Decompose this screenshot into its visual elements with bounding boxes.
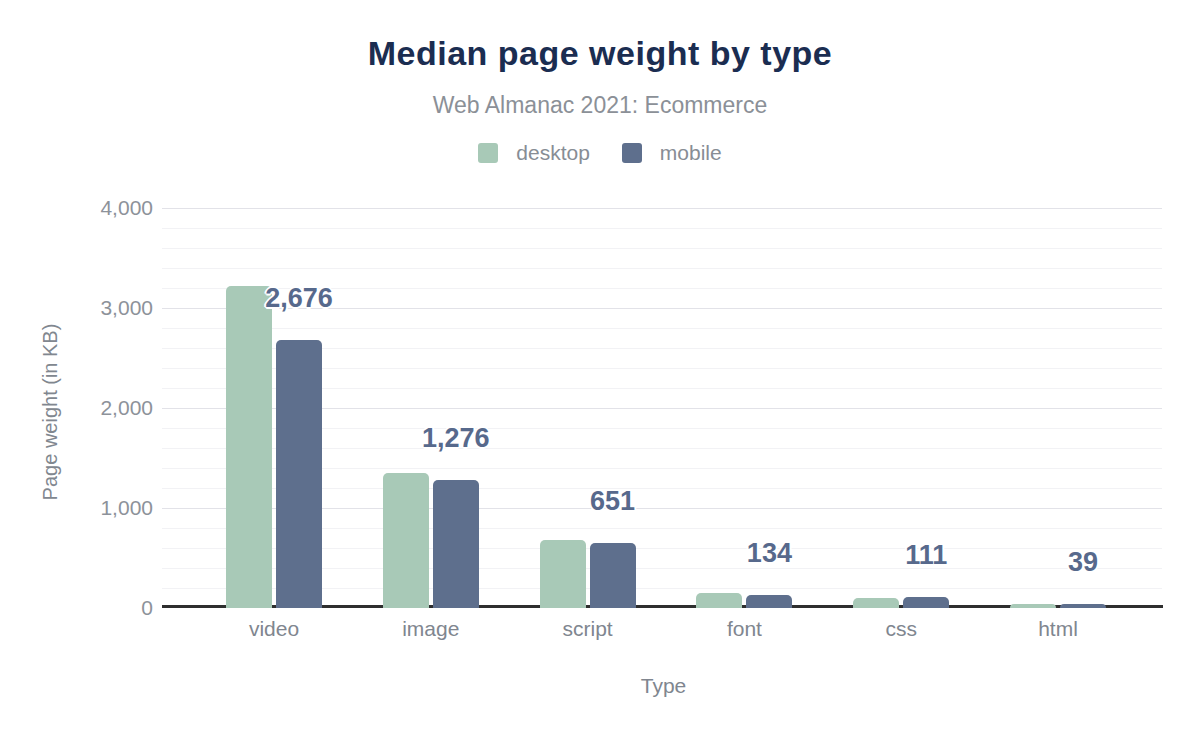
- bar-mobile-image: [433, 480, 479, 608]
- bar-desktop-html: [1010, 604, 1056, 609]
- data-label-image: 1,276: [396, 425, 516, 452]
- bar-desktop-video: [226, 286, 272, 608]
- bar-mobile-font: [746, 595, 792, 608]
- plot-area: 0 1,000 2,000 3,000 4,000 2,676 video 1,276 imag…: [0, 0, 1200, 742]
- bar-mobile-css: [903, 597, 949, 608]
- data-label-script: 651: [553, 488, 673, 515]
- x-tick-label-video: video: [196, 617, 352, 641]
- major-gridline: [162, 208, 1162, 209]
- x-tick-label-font: font: [666, 617, 822, 641]
- x-tick-label-script: script: [510, 617, 666, 641]
- bar-mobile-video: [276, 340, 322, 608]
- minor-gridline: [162, 228, 1162, 229]
- x-tick-label-image: image: [353, 617, 509, 641]
- data-label-video: 2,676: [239, 285, 359, 312]
- bar-desktop-image: [383, 473, 429, 608]
- minor-gridline: [162, 268, 1162, 269]
- bar-desktop-css: [853, 598, 899, 609]
- data-label-html: 39: [1023, 549, 1143, 576]
- data-label-css: 111: [866, 542, 986, 569]
- bar-desktop-font: [696, 593, 742, 609]
- y-tick-label: 0: [0, 596, 153, 620]
- y-axis-title: Page weight (in KB): [39, 324, 62, 501]
- data-label-font: 134: [709, 540, 829, 567]
- x-axis-title: Type: [165, 674, 1162, 698]
- minor-gridline: [162, 248, 1162, 249]
- chart-page: Median page weight by type Web Almanac 2…: [0, 0, 1200, 742]
- y-tick-label: 3,000: [0, 296, 153, 320]
- y-tick-label: 4,000: [0, 196, 153, 220]
- y-tick-label: 2,000: [0, 396, 153, 420]
- bar-mobile-script: [590, 543, 636, 608]
- x-tick-label-css: css: [823, 617, 979, 641]
- y-tick-label: 1,000: [0, 496, 153, 520]
- minor-gridline: [162, 328, 1162, 329]
- bar-mobile-html: [1060, 604, 1106, 608]
- bar-desktop-script: [540, 540, 586, 609]
- x-tick-label-html: html: [980, 617, 1136, 641]
